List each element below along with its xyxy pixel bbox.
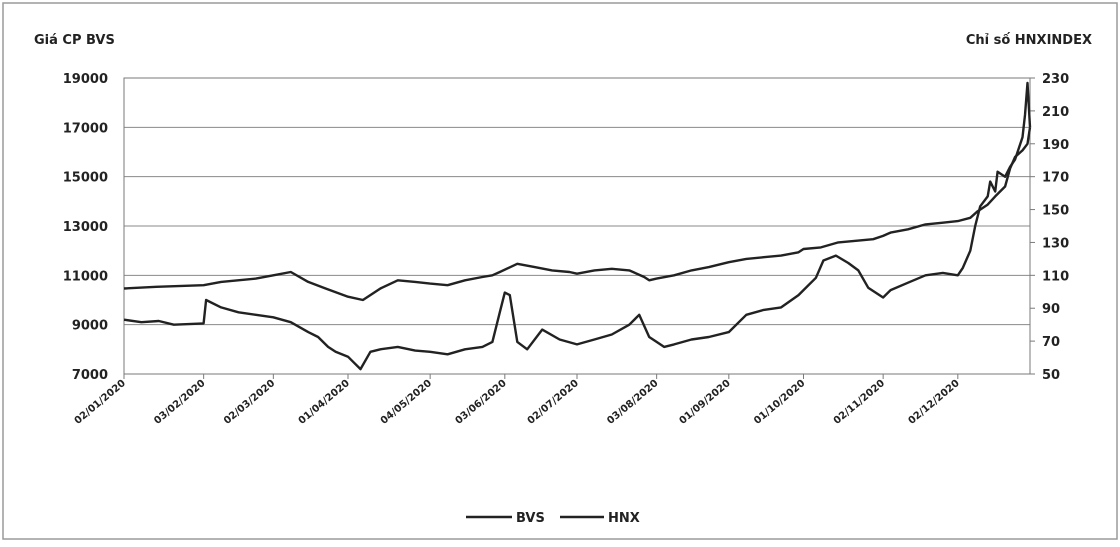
right-tick-label: 70 — [1042, 335, 1060, 350]
legend-label-hnx: HNX — [608, 511, 640, 526]
right-tick-label: 150 — [1042, 204, 1069, 219]
series-line-hnx — [123, 127, 1032, 302]
left-tick-label: 13000 — [63, 220, 108, 235]
left-tick-label: 15000 — [63, 171, 108, 186]
right-axis-ticks: 50 70 90 110 130 150 170 190 210 230 — [1030, 72, 1069, 383]
left-tick-label: 11000 — [63, 269, 108, 284]
right-tick-label: 230 — [1042, 72, 1069, 87]
left-axis-title: Giá CP BVS — [34, 33, 115, 48]
legend: BVS HNX — [466, 511, 640, 526]
left-tick-label: 7000 — [72, 368, 108, 383]
right-tick-label: 210 — [1042, 105, 1069, 120]
right-tick-label: 170 — [1042, 171, 1069, 186]
right-tick-label: 90 — [1042, 302, 1060, 317]
right-tick-label: 50 — [1042, 368, 1060, 383]
legend-label-bvs: BVS — [516, 511, 545, 526]
series-line-bvs — [123, 81, 1032, 371]
series-lines — [123, 81, 1032, 371]
left-tick-label: 17000 — [63, 121, 108, 136]
right-tick-label: 130 — [1042, 236, 1069, 251]
right-tick-label: 190 — [1042, 138, 1069, 153]
left-tick-label: 19000 — [63, 72, 108, 87]
left-axis-ticks: 7000 9000 11000 13000 15000 17000 19000 — [63, 72, 108, 383]
right-axis-title: Chỉ số HNXINDEX — [966, 33, 1092, 48]
right-tick-label: 110 — [1042, 269, 1069, 284]
left-tick-label: 9000 — [72, 319, 108, 334]
